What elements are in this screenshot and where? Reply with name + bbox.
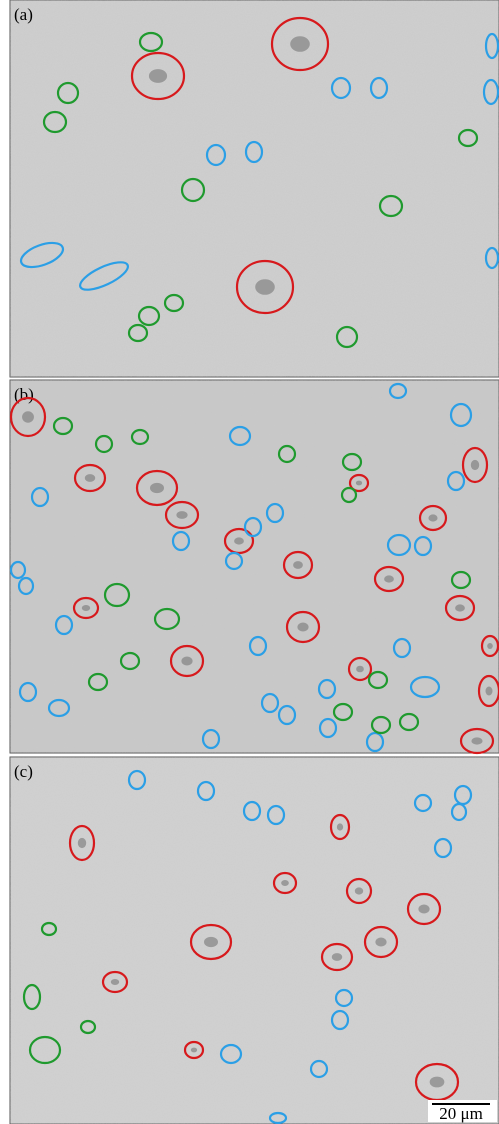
panel-a: (a)	[10, 0, 499, 377]
particle	[191, 1048, 197, 1053]
panel-label: (a)	[14, 5, 33, 24]
particle	[181, 657, 192, 666]
panel-label: (c)	[14, 762, 33, 781]
particle	[418, 905, 429, 914]
particle	[176, 511, 187, 519]
particle	[430, 1077, 445, 1088]
particle	[356, 481, 362, 486]
particle	[332, 953, 343, 961]
particle	[337, 823, 343, 830]
scale-bar: 20 μm	[428, 1100, 497, 1123]
particle	[487, 643, 493, 649]
texture	[10, 0, 499, 377]
particle	[375, 938, 386, 947]
particle	[428, 514, 437, 521]
particle	[22, 411, 34, 422]
scale-label: 20 μm	[439, 1104, 483, 1123]
particle	[85, 474, 96, 482]
particle	[355, 887, 363, 894]
particle	[234, 537, 244, 544]
particle	[281, 880, 289, 886]
particle	[290, 36, 310, 52]
particle	[255, 279, 275, 295]
particle	[455, 604, 465, 611]
particle	[471, 737, 482, 744]
particle	[486, 687, 493, 696]
particle	[204, 937, 218, 947]
particle	[150, 483, 164, 493]
figure: (a) (b) (c) 20 μm	[0, 0, 499, 1124]
particle	[293, 561, 303, 569]
particle	[471, 460, 479, 470]
particle	[297, 623, 308, 632]
texture	[10, 757, 499, 1124]
particle	[82, 605, 90, 611]
particle	[111, 979, 119, 985]
particle	[149, 69, 167, 83]
particle	[78, 838, 86, 848]
particle	[384, 575, 394, 582]
particle	[356, 666, 364, 673]
panel-c: (c)	[10, 757, 499, 1124]
